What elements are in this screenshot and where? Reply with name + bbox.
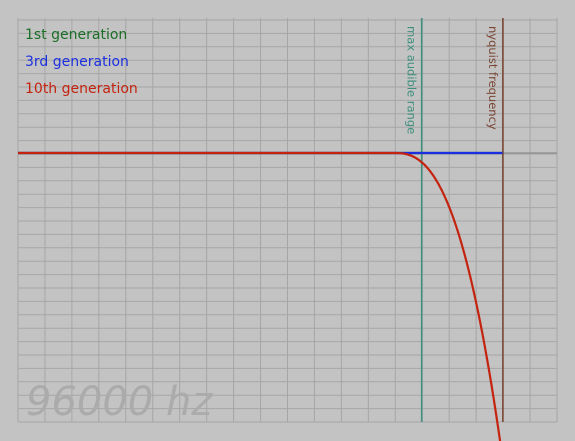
legend-entry-1st-generation: 1st generation [25,27,127,43]
sample-rate-watermark: 96000 hz [26,379,213,425]
series-10th-generation [18,151,502,441]
markers: max audible range nyquist frequency [405,18,504,422]
legend: 1st generation 3rd generation 10th gener… [25,27,138,97]
max-audible-range-label: max audible range [405,26,419,134]
legend-entry-10th-generation: 10th generation [25,81,138,97]
curves [18,151,503,441]
grid [17,18,558,423]
legend-entry-3rd-generation: 3rd generation [25,54,129,70]
nyquist-frequency-label: nyquist frequency [486,26,500,130]
